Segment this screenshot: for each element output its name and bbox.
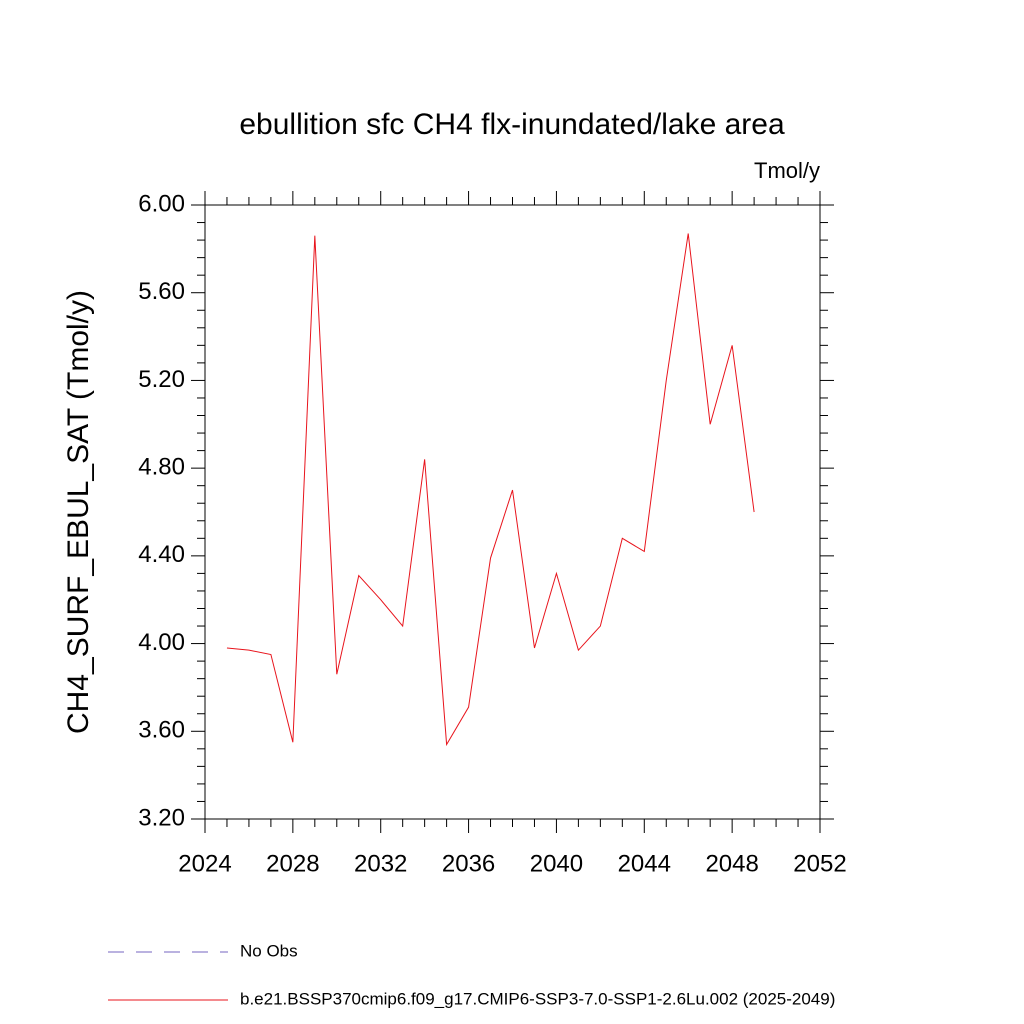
x-tick-label: 2040 [530,850,583,877]
x-tick-label: 2032 [354,850,407,877]
data-line [226,233,755,747]
y-tick-label: 5.20 [138,366,185,393]
x-tick-label: 2052 [793,850,846,877]
chart-subtitle: Tmol/y [754,158,820,183]
y-tick-label: 4.40 [138,541,185,568]
y-tick-label: 6.00 [138,190,185,217]
y-tick-label: 3.20 [138,804,185,831]
x-tick-label: 2024 [178,850,231,877]
legend-label: No Obs [240,941,298,960]
y-tick-label: 3.60 [138,717,185,744]
legend-label: b.e21.BSSP370cmip6.f09_g17.CMIP6-SSP3-7.… [240,989,835,1008]
x-tick-label: 2048 [705,850,758,877]
chart-title: ebullition sfc CH4 flx-inundated/lake ar… [239,108,785,141]
x-tick-label: 2028 [266,850,319,877]
y-axis-label: CH4_SURF_EBUL_SAT (Tmol/y) [62,290,95,734]
plot-frame [204,204,821,820]
y-tick-label: 4.00 [138,629,185,656]
x-tick-label: 2044 [618,850,671,877]
y-tick-label: 5.60 [138,278,185,305]
x-tick-label: 2036 [442,850,495,877]
y-tick-label: 4.80 [138,453,185,480]
